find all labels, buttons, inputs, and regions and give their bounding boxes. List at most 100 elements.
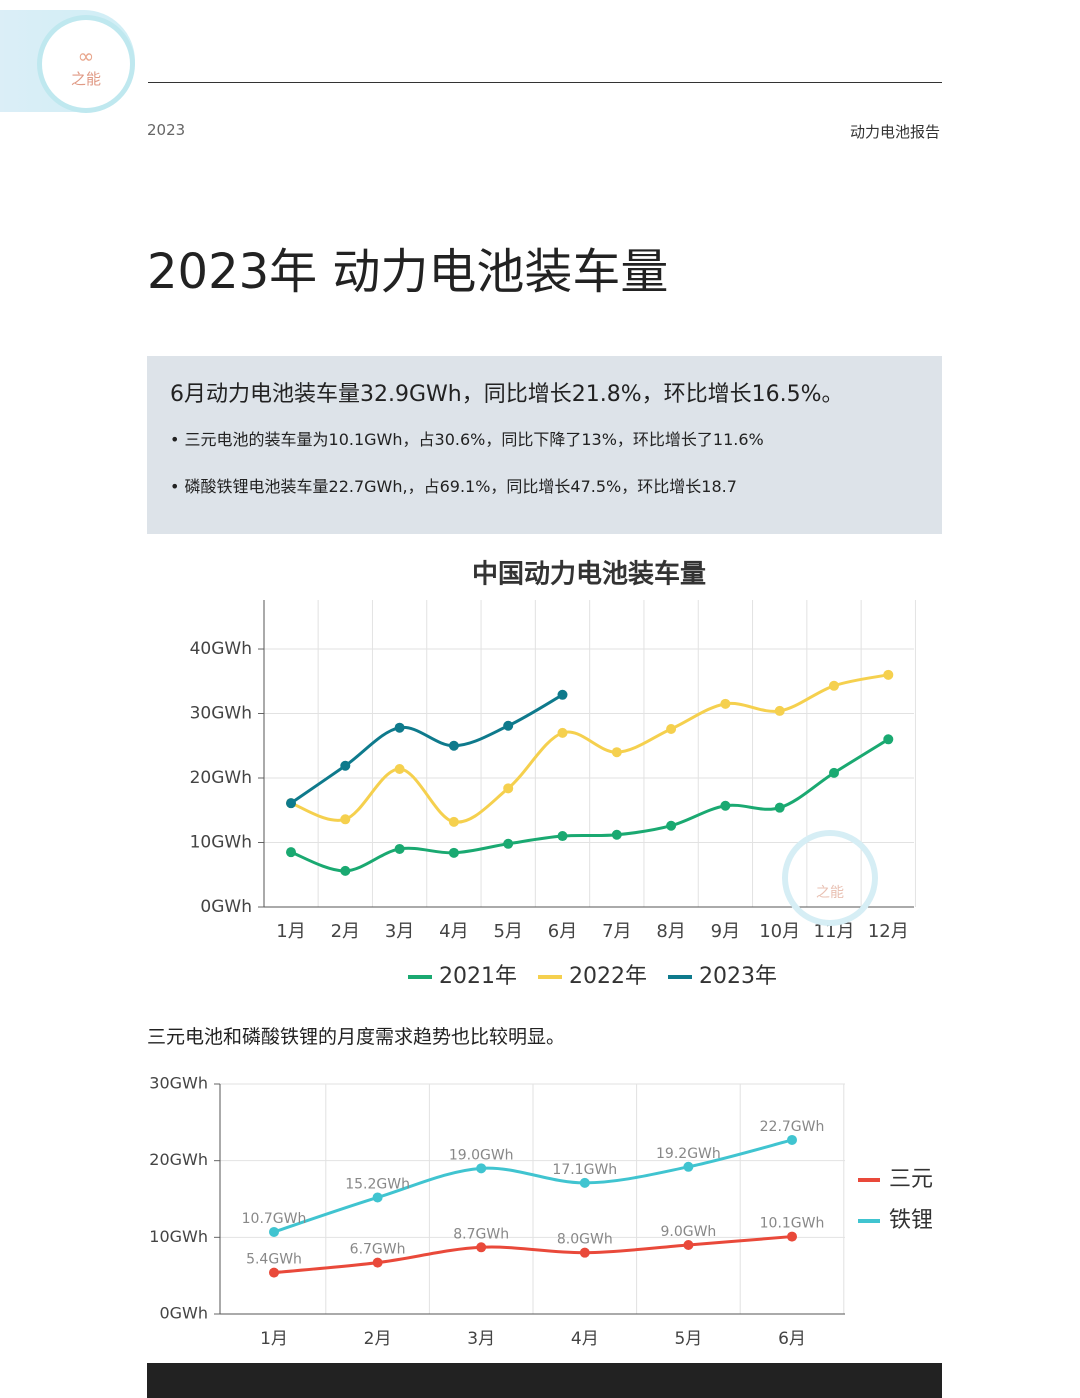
point xyxy=(372,1192,383,1203)
value-label: 10.1GWh xyxy=(760,1216,825,1232)
point xyxy=(448,847,459,858)
point xyxy=(579,1247,590,1258)
point xyxy=(476,1163,487,1174)
value-label: 6.7GWh xyxy=(350,1242,406,1258)
y-tick-label: 10GWh xyxy=(149,1227,208,1246)
x-tick-label: 8月 xyxy=(656,921,685,942)
point xyxy=(683,1161,694,1172)
point xyxy=(557,727,568,738)
y-tick-label: 30GWh xyxy=(190,704,252,724)
point xyxy=(883,734,894,745)
legend-label: 2022年 xyxy=(569,964,647,989)
year: 2023 xyxy=(147,121,186,139)
value-label: 15.2GWh xyxy=(345,1176,410,1192)
x-tick-label: 5月 xyxy=(493,921,522,942)
point xyxy=(503,838,514,849)
headline: 6月动力电池装车量32.9GWh，同比增长21.8%，环比增长16.5%。 xyxy=(170,382,844,407)
point xyxy=(774,705,785,716)
value-label: 19.2GWh xyxy=(656,1146,721,1162)
series-line xyxy=(273,1138,793,1234)
x-tick-label: 9月 xyxy=(711,921,740,942)
x-tick-label: 3月 xyxy=(467,1329,495,1349)
bullet: • 磷酸铁锂电池装车量22.7GWh,，占69.1%，同比增长47.5%，环比增… xyxy=(170,477,737,496)
paragraph: 三元电池和磷酸铁锂的月度需求趋势也比较明显。 xyxy=(147,1026,566,1048)
point xyxy=(720,800,731,811)
x-tick-label: 4月 xyxy=(571,1329,599,1349)
point xyxy=(883,669,894,680)
value-label: 19.0GWh xyxy=(449,1147,514,1163)
x-tick-label: 6月 xyxy=(548,921,577,942)
x-tick-label: 1月 xyxy=(276,921,305,942)
point xyxy=(557,831,568,842)
bullet-text: 磷酸铁锂电池装车量22.7GWh,，占69.1%，同比增长47.5%，环比增长1… xyxy=(184,477,737,496)
y-tick-label: 40GWh xyxy=(190,639,252,659)
point xyxy=(394,722,405,733)
value-label: 8.0GWh xyxy=(557,1232,613,1248)
value-label: 9.0GWh xyxy=(660,1224,716,1240)
point xyxy=(666,820,677,831)
bullet: • 三元电池的装车量为10.1GWh，占30.6%，同比下降了13%，环比增长了… xyxy=(170,430,764,449)
value-label: 8.7GWh xyxy=(453,1226,509,1242)
footer-bar xyxy=(147,1363,942,1398)
title: 2023年 动力电池装车量 xyxy=(147,244,669,300)
value-label: 17.1GWh xyxy=(552,1162,617,1178)
y-tick-label: 20GWh xyxy=(149,1150,208,1169)
chart-title: 中国动力电池装车量 xyxy=(472,559,706,590)
point xyxy=(340,760,351,771)
x-tick-label: 10月 xyxy=(759,921,800,942)
summary-box: 6月动力电池装车量32.9GWh，同比增长21.8%，环比增长16.5%。 • … xyxy=(147,356,942,534)
point xyxy=(394,843,405,854)
point xyxy=(611,747,622,758)
point xyxy=(340,814,351,825)
x-tick-label: 4月 xyxy=(439,921,468,942)
point xyxy=(829,680,839,691)
value-label: 5.4GWh xyxy=(246,1252,302,1268)
point xyxy=(286,847,296,858)
y-tick-label: 30GWh xyxy=(149,1074,208,1093)
point xyxy=(448,816,459,827)
point xyxy=(269,1267,279,1278)
legend-label: 2021年 xyxy=(439,964,517,989)
point xyxy=(340,865,351,876)
point xyxy=(476,1242,487,1253)
legend-label: 2023年 xyxy=(699,964,777,989)
x-tick-label: 7月 xyxy=(602,921,631,942)
bullet-text: 三元电池的装车量为10.1GWh，占30.6%，同比下降了13%，环比增长了11… xyxy=(184,430,764,449)
value-label: 10.7GWh xyxy=(242,1211,307,1227)
point xyxy=(448,740,459,751)
point xyxy=(683,1240,694,1250)
point xyxy=(503,783,514,794)
point xyxy=(372,1257,383,1268)
legend-label: 铁锂 xyxy=(889,1208,933,1233)
report: 动力电池报告 xyxy=(849,123,940,141)
x-tick-label: 2月 xyxy=(364,1329,392,1349)
y-tick-label: 10GWh xyxy=(190,833,252,853)
logo: ∞ 之能 xyxy=(42,20,130,108)
x-tick-label: 5月 xyxy=(674,1329,702,1349)
point xyxy=(666,723,677,734)
x-tick-label: 1月 xyxy=(260,1329,288,1349)
point xyxy=(557,689,568,700)
point xyxy=(787,1231,797,1242)
x-tick-label: 3月 xyxy=(385,921,414,942)
x-tick-label: 2月 xyxy=(331,921,360,942)
x-tick-label: 11月 xyxy=(814,921,855,942)
header-rule xyxy=(148,82,942,83)
legend-label: 三元 xyxy=(889,1167,933,1192)
point xyxy=(611,829,622,840)
point xyxy=(787,1134,797,1145)
point xyxy=(503,720,514,731)
point xyxy=(269,1226,279,1237)
value-label: 22.7GWh xyxy=(760,1119,825,1135)
point xyxy=(394,763,405,774)
x-tick-label: 12月 xyxy=(868,921,909,942)
watermark xyxy=(782,830,878,926)
y-tick-label: 0GWh xyxy=(200,897,252,917)
point xyxy=(579,1177,590,1188)
logo-text: 之能 xyxy=(70,70,101,88)
series-line xyxy=(273,1235,793,1275)
y-tick-label: 20GWh xyxy=(190,768,252,788)
watermark-text: 之能 xyxy=(816,885,844,901)
